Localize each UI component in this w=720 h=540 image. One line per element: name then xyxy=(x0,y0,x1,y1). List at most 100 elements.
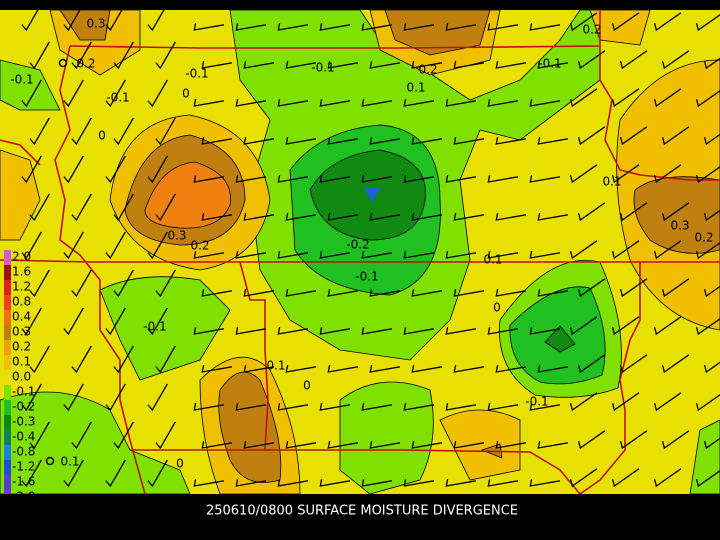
wind-barb xyxy=(147,79,168,108)
legend-label: 0.1 xyxy=(12,355,31,369)
wind-barb xyxy=(703,437,720,450)
wind-barb xyxy=(113,41,134,70)
wind-barb xyxy=(361,98,393,107)
wind-barb xyxy=(537,440,569,449)
wind-barb xyxy=(453,288,485,297)
state-border xyxy=(69,10,601,49)
wind-barb xyxy=(235,250,267,259)
legend-swatch xyxy=(4,325,11,340)
wind-barb xyxy=(243,364,275,373)
wind-barb xyxy=(487,326,519,335)
wind-barb xyxy=(403,478,435,487)
contour-labels: 0.30.2-0.1-0.10-0.10-0.1 0.20.1-0.10.20.1… xyxy=(10,17,713,471)
wind-barb xyxy=(243,212,275,221)
wind-barb xyxy=(703,285,720,298)
wind-barb xyxy=(529,98,561,107)
wind-barb xyxy=(235,402,267,411)
wind-barb xyxy=(577,202,606,222)
wind-barb xyxy=(105,307,126,336)
wind-barb xyxy=(235,22,267,31)
wind-barb xyxy=(63,459,84,488)
wind-barb xyxy=(201,212,233,221)
wind-barb xyxy=(327,136,359,145)
wind-barb xyxy=(445,98,477,107)
wind-barb xyxy=(243,440,275,449)
legend-label: -0.1 xyxy=(12,385,35,399)
legend-label: 0.3 xyxy=(12,325,31,339)
wind-barb xyxy=(361,478,393,487)
wind-barb xyxy=(201,288,233,297)
contour-label: 0.1 xyxy=(483,253,502,267)
wind-barb xyxy=(695,242,720,260)
wind-barb xyxy=(63,3,84,32)
wind-barb xyxy=(569,12,598,32)
wind-barb xyxy=(619,354,648,374)
wind-barb xyxy=(569,88,598,108)
wind-barb xyxy=(445,174,477,183)
wind-barb xyxy=(285,288,317,297)
caption: 250610/0800 SURFACE MOISTURE DIVERGENCE xyxy=(206,504,518,519)
wind-barb xyxy=(529,250,561,259)
wind-barb xyxy=(411,212,443,221)
contour-label: 0.1 xyxy=(266,359,285,373)
wind-barb xyxy=(661,50,690,70)
wind-barb xyxy=(445,478,477,487)
contour-label: 0.2 xyxy=(582,23,601,37)
wind-barb xyxy=(201,440,233,449)
contour-label: -0.2 xyxy=(346,238,369,252)
wind-barb xyxy=(319,98,351,107)
wind-barbs xyxy=(21,3,720,488)
wind-barb xyxy=(619,50,648,70)
caption-bar xyxy=(0,494,720,540)
contour-label: -0.1 xyxy=(538,57,561,71)
legend-label: 0.4 xyxy=(12,310,31,324)
wind-barb xyxy=(29,345,50,374)
legend: 2.01.61.20.80.40.30.20.10.0-0.1-0.2-0.3-… xyxy=(4,250,35,505)
legend-swatch xyxy=(4,430,11,445)
region-plus-0-2 xyxy=(439,409,521,481)
wind-barb xyxy=(113,193,134,222)
wind-barb xyxy=(445,250,477,259)
region-minus-0-1 xyxy=(339,381,434,495)
wind-barb xyxy=(21,3,42,32)
wind-barb xyxy=(577,430,606,450)
contour-label: -0.1 xyxy=(355,270,378,284)
legend-label: 0.8 xyxy=(12,295,31,309)
wind-barb xyxy=(529,326,561,335)
wind-barb xyxy=(611,88,640,108)
contour-label: -0.1 xyxy=(185,67,208,81)
wind-barb xyxy=(105,459,126,488)
wind-barb xyxy=(369,364,401,373)
wind-barb xyxy=(403,402,435,411)
wind-barb xyxy=(113,269,134,298)
wind-barb xyxy=(243,288,275,297)
wind-barb xyxy=(155,345,176,374)
contour-label: -0.1 xyxy=(311,61,334,75)
wind-barb xyxy=(453,212,485,221)
wind-barb xyxy=(21,231,42,260)
wind-barb xyxy=(369,60,401,69)
wind-barb xyxy=(155,117,176,146)
state-border xyxy=(265,449,581,495)
wind-barb xyxy=(113,117,134,146)
wind-barb xyxy=(193,326,225,335)
wind-barb xyxy=(577,126,606,146)
legend-swatch xyxy=(4,415,11,430)
legend-label: 1.6 xyxy=(12,265,31,279)
wind-barb xyxy=(661,202,690,222)
wind-barb xyxy=(105,231,126,260)
wind-barb xyxy=(319,326,351,335)
legend-swatch xyxy=(4,460,11,475)
wind-barb xyxy=(201,136,233,145)
wind-barb xyxy=(703,57,720,70)
wind-barb xyxy=(653,12,682,32)
state-border xyxy=(599,46,720,181)
state-borders xyxy=(0,10,720,495)
wind-barb xyxy=(619,126,648,146)
legend-swatch xyxy=(4,310,11,325)
contour-label: 0.3 xyxy=(670,219,689,233)
wind-barb xyxy=(495,364,527,373)
wind-barb xyxy=(327,364,359,373)
wind-barb xyxy=(695,394,720,412)
legend-swatch xyxy=(4,280,11,295)
